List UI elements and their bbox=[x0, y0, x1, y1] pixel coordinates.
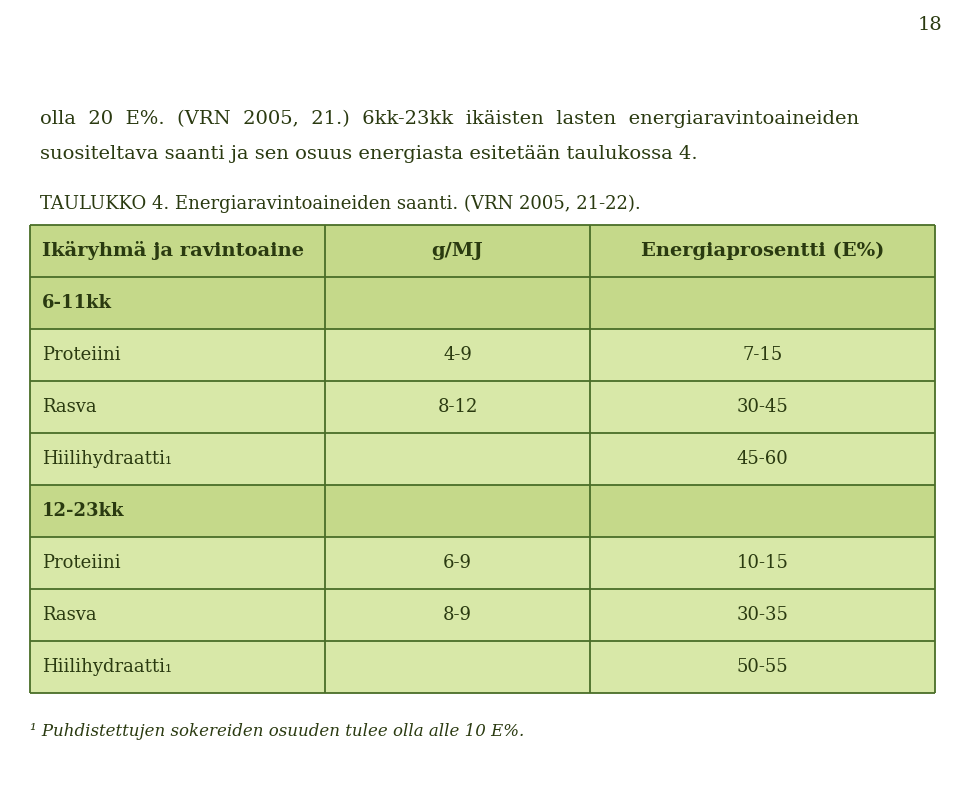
Bar bbox=[30, 433, 325, 485]
Text: Proteiini: Proteiini bbox=[42, 346, 121, 364]
Bar bbox=[590, 277, 935, 329]
Bar bbox=[325, 641, 590, 693]
Text: 4-9: 4-9 bbox=[444, 346, 472, 364]
Text: ¹ Puhdistettujen sokereiden osuuden tulee olla alle 10 E%.: ¹ Puhdistettujen sokereiden osuuden tule… bbox=[30, 723, 524, 740]
Bar bbox=[590, 485, 935, 537]
Bar bbox=[590, 329, 935, 381]
Bar bbox=[30, 381, 325, 433]
Bar bbox=[325, 537, 590, 589]
Text: olla  20  E%.  (VRN  2005,  21.)  6kk-23kk  ikäisten  lasten  energiaravintoaine: olla 20 E%. (VRN 2005, 21.) 6kk-23kk ikä… bbox=[40, 110, 859, 128]
Text: 8-12: 8-12 bbox=[438, 398, 478, 416]
Bar bbox=[30, 589, 325, 641]
Text: Rasva: Rasva bbox=[42, 606, 97, 624]
Text: 6-11kk: 6-11kk bbox=[42, 294, 112, 312]
Text: suositeltava saanti ja sen osuus energiasta esitetään taulukossa 4.: suositeltava saanti ja sen osuus energia… bbox=[40, 145, 698, 163]
Text: Hiilihydraatti₁: Hiilihydraatti₁ bbox=[42, 658, 172, 676]
Bar bbox=[590, 225, 935, 277]
Bar bbox=[325, 329, 590, 381]
Bar bbox=[30, 329, 325, 381]
Bar bbox=[325, 485, 590, 537]
Text: Hiilihydraatti₁: Hiilihydraatti₁ bbox=[42, 450, 172, 468]
Bar bbox=[30, 225, 325, 277]
Text: 45-60: 45-60 bbox=[736, 450, 788, 468]
Text: 12-23kk: 12-23kk bbox=[42, 502, 125, 520]
Text: TAULUKKO 4. Energiaravintoaineiden saanti. (VRN 2005, 21-22).: TAULUKKO 4. Energiaravintoaineiden saant… bbox=[40, 195, 640, 213]
Bar bbox=[325, 589, 590, 641]
Text: Rasva: Rasva bbox=[42, 398, 97, 416]
Bar bbox=[590, 589, 935, 641]
Text: 6-9: 6-9 bbox=[443, 554, 472, 572]
Bar bbox=[590, 537, 935, 589]
Bar bbox=[30, 537, 325, 589]
Bar bbox=[325, 381, 590, 433]
Text: Energiaprosentti (E%): Energiaprosentti (E%) bbox=[641, 242, 884, 260]
Text: 8-9: 8-9 bbox=[443, 606, 472, 624]
Text: 7-15: 7-15 bbox=[742, 346, 782, 364]
Bar bbox=[30, 641, 325, 693]
Bar bbox=[325, 277, 590, 329]
Text: g/MJ: g/MJ bbox=[432, 242, 484, 260]
Text: Proteiini: Proteiini bbox=[42, 554, 121, 572]
Text: 10-15: 10-15 bbox=[736, 554, 788, 572]
Bar bbox=[590, 641, 935, 693]
Bar bbox=[30, 485, 325, 537]
Text: 30-35: 30-35 bbox=[736, 606, 788, 624]
Bar bbox=[30, 277, 325, 329]
Bar bbox=[590, 433, 935, 485]
Text: Ikäryhmä ja ravintoaine: Ikäryhmä ja ravintoaine bbox=[42, 242, 304, 260]
Bar bbox=[590, 381, 935, 433]
Text: 50-55: 50-55 bbox=[736, 658, 788, 676]
Text: 30-45: 30-45 bbox=[736, 398, 788, 416]
Bar bbox=[325, 433, 590, 485]
Bar bbox=[325, 225, 590, 277]
Text: 18: 18 bbox=[918, 16, 943, 34]
